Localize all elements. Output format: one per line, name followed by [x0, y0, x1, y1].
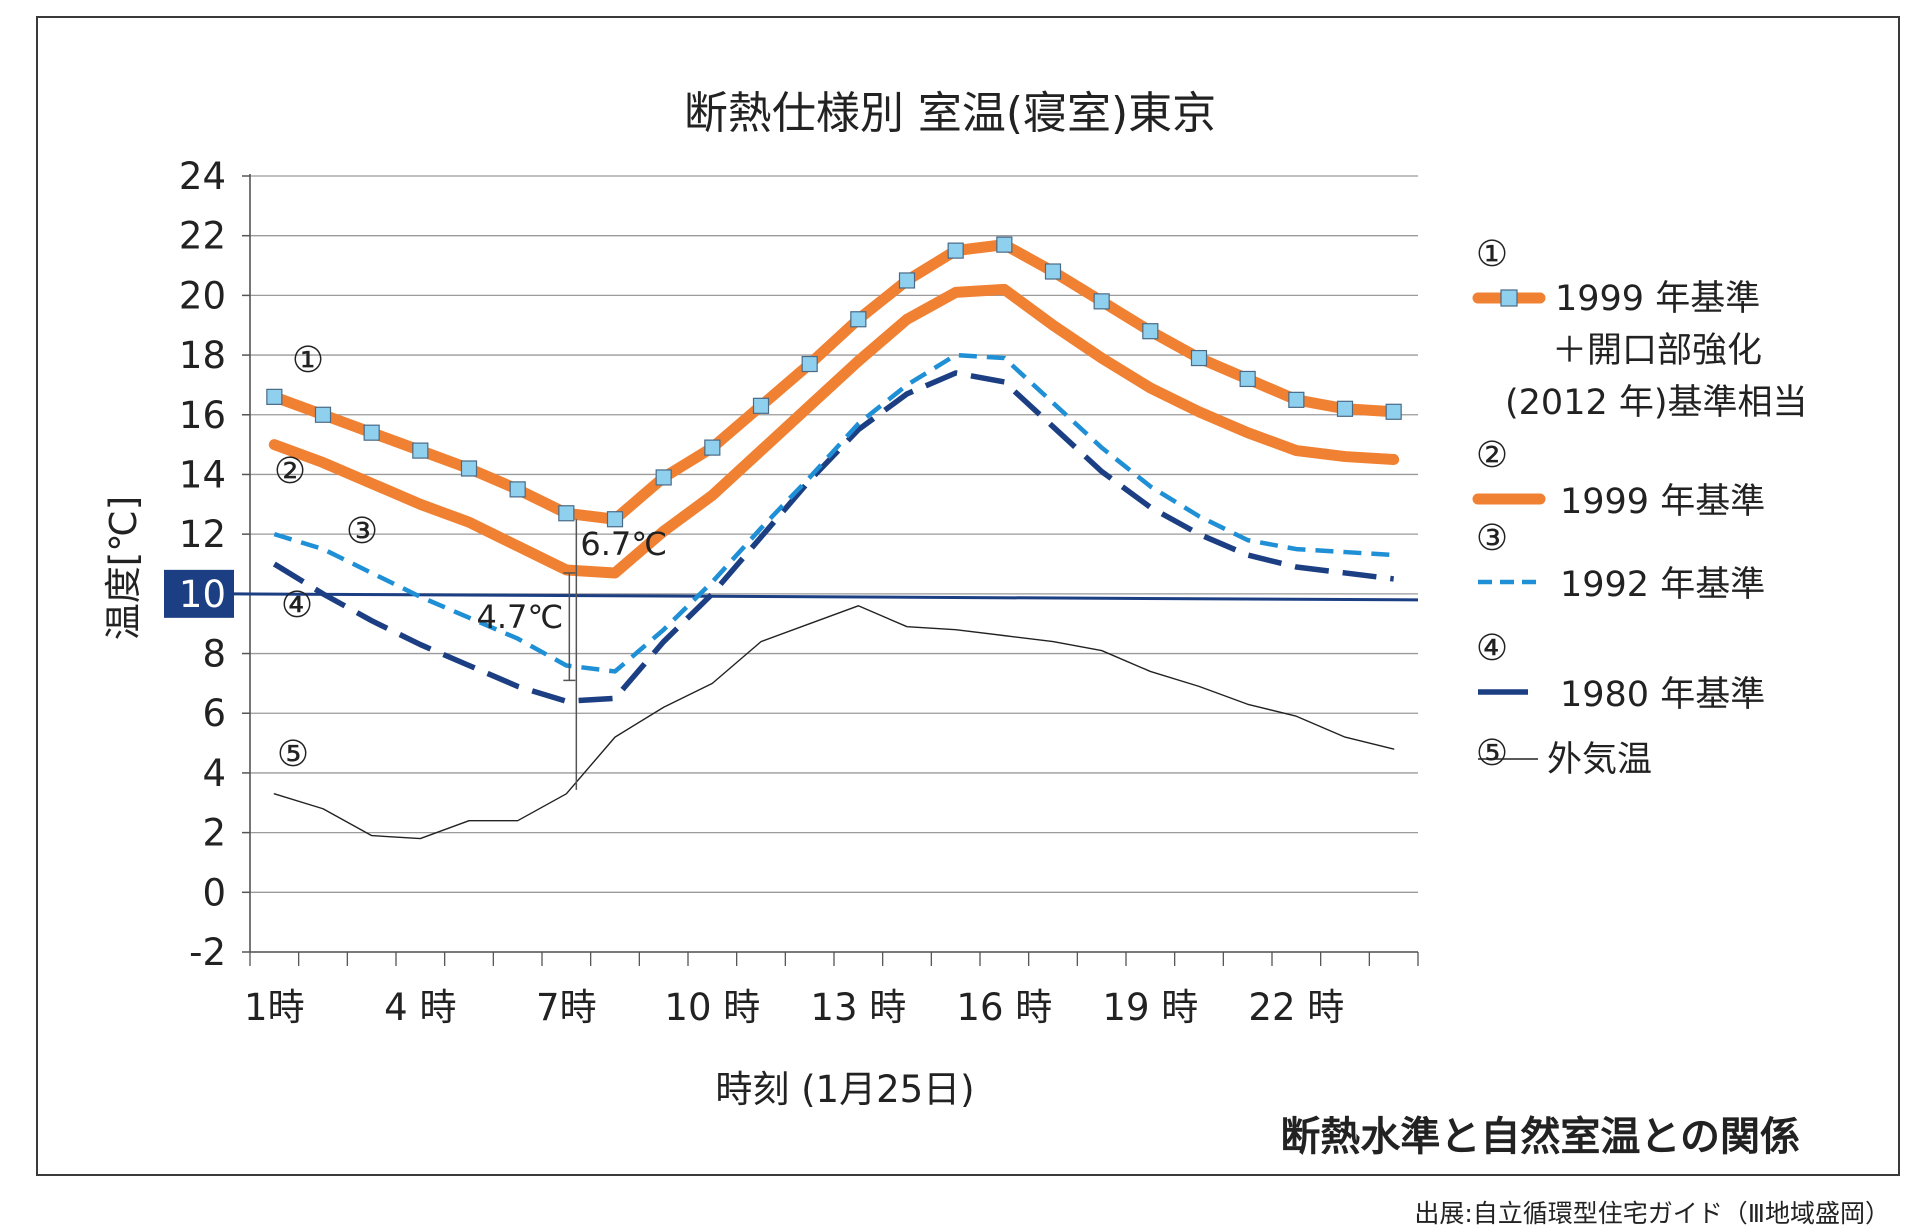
- axes: [233, 174, 1419, 966]
- data-point-series-1: [801, 355, 818, 373]
- series-line-3: [273, 352, 1394, 674]
- legend-label-2: 1999 年基準: [1560, 482, 1765, 522]
- x-tick-label: 10 時: [664, 986, 760, 1029]
- x-tick-label: 19 時: [1102, 986, 1198, 1029]
- series-line-4: [272, 370, 1395, 705]
- y-tick-label: 18: [179, 334, 226, 377]
- y-tick-label: 24: [179, 155, 226, 198]
- data-point-series-1: [1385, 403, 1402, 420]
- series-line-2: [268, 283, 1400, 579]
- data-point-series-1: [655, 469, 672, 486]
- y-tick-label: 8: [202, 633, 226, 676]
- y-tick-label: 10: [179, 573, 226, 616]
- legend-label-1: (2012 年)基準相当: [1505, 383, 1808, 423]
- reference-line: [233, 592, 1419, 602]
- data-point-series-1: [898, 272, 916, 289]
- chart-caption: 断熱水準と自然室温との関係: [1280, 1114, 1800, 1160]
- y-tick-label: 4: [202, 752, 226, 795]
- x-axis-title: 時刻 (1月25日): [715, 1068, 974, 1111]
- series-line-1: [268, 239, 1400, 525]
- data-point-series-1: [460, 460, 478, 477]
- legend-marker-5: ⑤: [1476, 733, 1508, 774]
- y-tick-label: 16: [179, 394, 226, 437]
- data-point-series-1: [266, 388, 283, 405]
- y-tick-label: 2: [202, 812, 226, 855]
- data-point-series-1: [1336, 400, 1354, 417]
- data-point-series-1: [996, 236, 1013, 253]
- data-point-series-1: [314, 406, 332, 423]
- x-tick-label: 13 時: [810, 986, 906, 1029]
- series-line-5: [273, 605, 1395, 840]
- data-point-series-1: [1044, 263, 1062, 280]
- annotation-4-7: 4.7℃: [477, 598, 564, 636]
- chart-title: 断熱仕様別 室温(寝室)東京: [684, 88, 1216, 139]
- series-marker-1: ①: [292, 340, 324, 381]
- y-tick-label: 14: [179, 453, 226, 496]
- x-tick-label: 22 時: [1248, 986, 1344, 1029]
- annotation-6-7: 6.7℃: [580, 525, 667, 563]
- series-marker-5: ⑤: [277, 734, 309, 775]
- y-tick-label: -2: [189, 931, 226, 974]
- x-tick-label: 4 時: [384, 986, 456, 1029]
- data-point-series-1: [704, 439, 721, 456]
- y-tick-label: 20: [179, 274, 226, 317]
- data-point-series-1: [558, 505, 575, 522]
- highlight-tick-box: [164, 569, 234, 618]
- legend-label-1: ＋開口部強化: [1552, 331, 1762, 371]
- legend-label-4: 1980 年基準: [1560, 675, 1765, 715]
- data-point-series-1: [412, 442, 429, 459]
- legend-marker-2: ②: [1476, 435, 1508, 476]
- data-point-series-1: [1093, 293, 1110, 310]
- data-point-series-1: [1142, 323, 1159, 340]
- series-lines: ① ②③④ ⑤: [266, 236, 1402, 840]
- data-point-series-1: [1190, 349, 1208, 367]
- legend-label-5: 外気温: [1547, 740, 1652, 780]
- data-point-series-1: [509, 481, 526, 498]
- legend: ① 1999 年基準 ＋開口部強化 (2012 年)基準相当 ② 1999 年基準 ③ 199…: [1472, 234, 1808, 780]
- data-point-series-1: [752, 397, 770, 414]
- data-point-series-1: [947, 242, 964, 259]
- legend-label-3: 1992 年基準: [1560, 565, 1765, 605]
- data-point-series-1: [1239, 370, 1256, 388]
- y-tick-label: 0: [202, 871, 226, 914]
- data-point-series-1: [850, 311, 867, 328]
- data-point-series-1: [363, 424, 380, 441]
- gridlines: [250, 175, 1418, 953]
- x-tick-label: 1時: [244, 986, 305, 1029]
- y-tick-label: 12: [179, 513, 226, 556]
- legend-marker-1: ①: [1476, 234, 1508, 275]
- x-tick-label: 7時: [536, 986, 597, 1029]
- data-point-series-1: [1288, 391, 1305, 408]
- legend-label-1: 1999 年基準: [1555, 279, 1760, 319]
- x-tick-labels: 1時 4 時 7時 10 時 13 時 16 時 19 時 22 時: [244, 986, 1344, 1029]
- annotations: 6.7℃ 4.7℃: [477, 519, 667, 790]
- source-note: 出展:自立循環型住宅ガイド（Ⅲ地域盛岡）: [1414, 1199, 1890, 1228]
- data-point-series-1: [606, 511, 624, 528]
- y-axis-title: 温度[℃]: [102, 496, 145, 640]
- chart-frame: [36, 16, 1900, 1176]
- legend-marker-3: ③: [1476, 518, 1508, 559]
- series-marker-3: ③: [346, 511, 378, 552]
- legend-swatch-marker: [1500, 289, 1518, 307]
- x-tick-label: 16 時: [956, 986, 1052, 1029]
- legend-marker-4: ④: [1476, 628, 1508, 669]
- y-tick-label: 6: [202, 692, 226, 735]
- series-marker-4: ④: [281, 585, 313, 626]
- y-tick-label: 22: [179, 215, 226, 258]
- series-marker-2: ②: [274, 451, 306, 492]
